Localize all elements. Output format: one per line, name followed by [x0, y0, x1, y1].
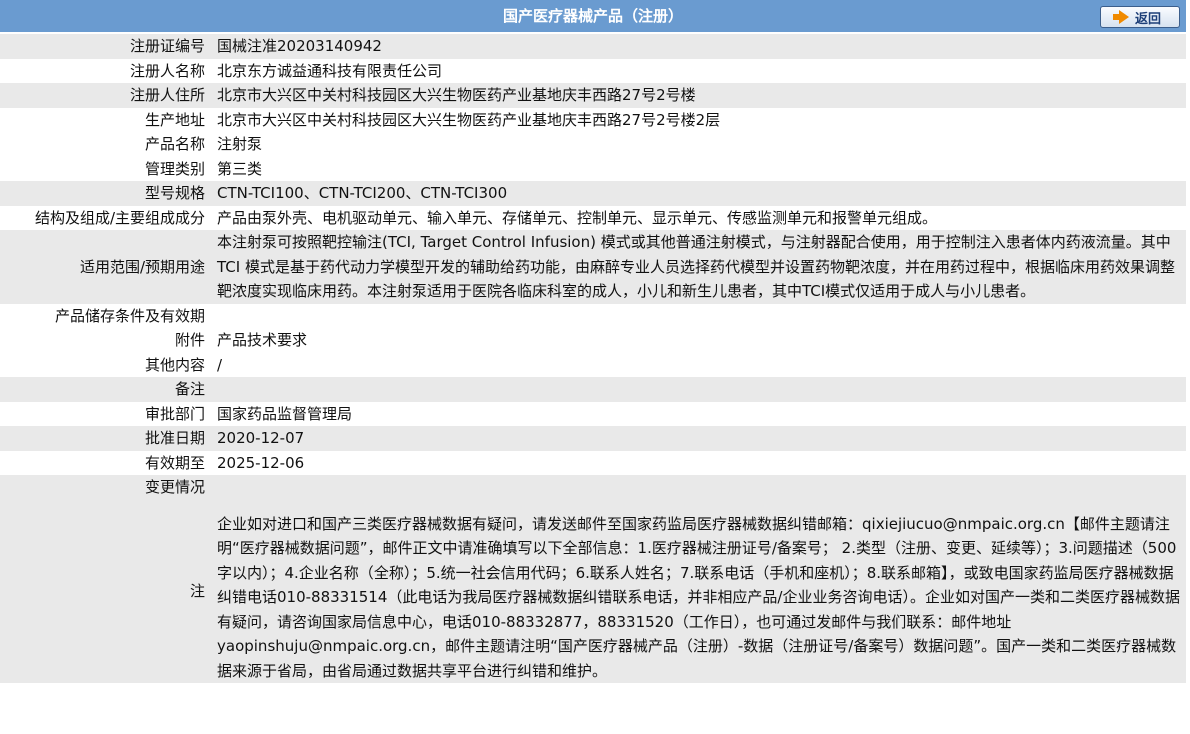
field-label: 附件	[174, 331, 205, 349]
table-row: 注册人住所 北京市大兴区中关村科技园区大兴生物医药产业基地庆丰西路27号2号楼	[0, 83, 1186, 108]
field-label: 产品名称	[144, 135, 205, 153]
field-value	[215, 304, 1186, 329]
table-row: 附件 产品技术要求	[0, 328, 1186, 353]
table-row: 变更情况	[0, 475, 1186, 500]
page-title: 国产医疗器械产品（注册）	[502, 7, 683, 25]
field-label: 变更情况	[0, 475, 215, 500]
field-value	[215, 377, 1186, 402]
back-label: 返回	[1134, 11, 1161, 27]
field-label: 注册证编号	[0, 34, 215, 59]
table-row: 有效期至 2025-12-06	[0, 451, 1186, 476]
field-label: 注	[0, 499, 215, 683]
table-row: 管理类别 第三类	[0, 157, 1186, 182]
field-value	[215, 475, 1186, 500]
field-label: 注册人住所	[0, 83, 215, 108]
field-value: 第三类	[217, 159, 263, 178]
table-row: 产品名称 注射泵	[0, 132, 1186, 157]
table-row: 适用范围/预期用途 本注射泵可按照靶控输注(TCI, Target Control…	[0, 230, 1186, 304]
field-value: 北京东方诚益通科技有限责任公司	[217, 61, 443, 80]
field-label: 审批部门	[144, 404, 205, 423]
field-label: 备注	[0, 377, 215, 402]
field-label: 产品储存条件及有效期	[54, 306, 205, 325]
field-value: /	[217, 355, 223, 374]
field-label: 适用范围/预期用途	[0, 230, 215, 304]
field-value: 产品技术要求	[217, 331, 308, 349]
table-row: 注册人名称 北京东方诚益通科技有限责任公司	[0, 59, 1186, 84]
field-label: 结构及组成/主要组成成分	[34, 208, 205, 227]
table-row: 其他内容 /	[0, 353, 1186, 378]
field-label: 管理类别	[144, 159, 205, 178]
field-label: 注册人名称	[129, 61, 205, 80]
field-value: 注射泵	[217, 135, 263, 153]
field-value: 北京市大兴区中关村科技园区大兴生物医药产业基地庆丰西路27号2号楼	[215, 83, 1186, 108]
field-label: 有效期至	[144, 453, 205, 472]
field-label: 批准日期	[0, 426, 215, 451]
table-row: 备注	[0, 377, 1186, 402]
table-row: 结构及组成/主要组成成分 产品由泵外壳、电机驱动单元、输入单元、存储单元、控制单元…	[0, 206, 1186, 231]
field-label: 其他内容	[144, 355, 205, 374]
field-value: 产品由泵外壳、电机驱动单元、输入单元、存储单元、控制单元、显示单元、传感监测单元…	[217, 208, 938, 227]
field-value: CTN-TCI100、CTN-TCI200、CTN-TCI300	[215, 181, 1186, 206]
field-value: 本注射泵可按照靶控输注(TCI, Target Control Infusion…	[215, 230, 1186, 304]
table-row: 产品储存条件及有效期	[0, 304, 1186, 329]
back-button[interactable]: 返回	[1100, 6, 1180, 28]
table-row: 注企业如对进口和国产三类医疗器械数据有疑问，请发送邮件至国家药监局医疗器械数据纠…	[0, 499, 1186, 683]
field-value: 2025-12-06	[217, 453, 305, 472]
field-value: 国械注准20203140942	[215, 34, 1186, 59]
detail-table: 注册证编号 国械注准20203140942 注册人名称 北京东方诚益通科技有限责任公司…	[0, 34, 1186, 683]
table-row: 生产地址 北京市大兴区中关村科技园区大兴生物医药产业基地庆丰西路27号2号楼2层	[0, 108, 1186, 133]
field-label: 生产地址	[144, 110, 205, 129]
table-row: 审批部门 国家药品监督管理局	[0, 402, 1186, 427]
field-value: 北京市大兴区中关村科技园区大兴生物医药产业基地庆丰西路27号2号楼2层	[217, 110, 721, 129]
page-header: 国产医疗器械产品（注册） 返回	[0, 0, 1186, 34]
arrow-right-icon	[1112, 10, 1129, 24]
field-value: 国家药品监督管理局	[217, 404, 353, 423]
field-label: 型号规格	[0, 181, 215, 206]
table-row: 注册证编号 国械注准20203140942	[0, 34, 1186, 59]
table-row: 型号规格 CTN-TCI100、CTN-TCI200、CTN-TCI300	[0, 181, 1186, 206]
table-row: 批准日期 2020-12-07	[0, 426, 1186, 451]
field-value: 企业如对进口和国产三类医疗器械数据有疑问，请发送邮件至国家药监局医疗器械数据纠错…	[215, 499, 1186, 683]
field-value: 2020-12-07	[215, 426, 1186, 451]
